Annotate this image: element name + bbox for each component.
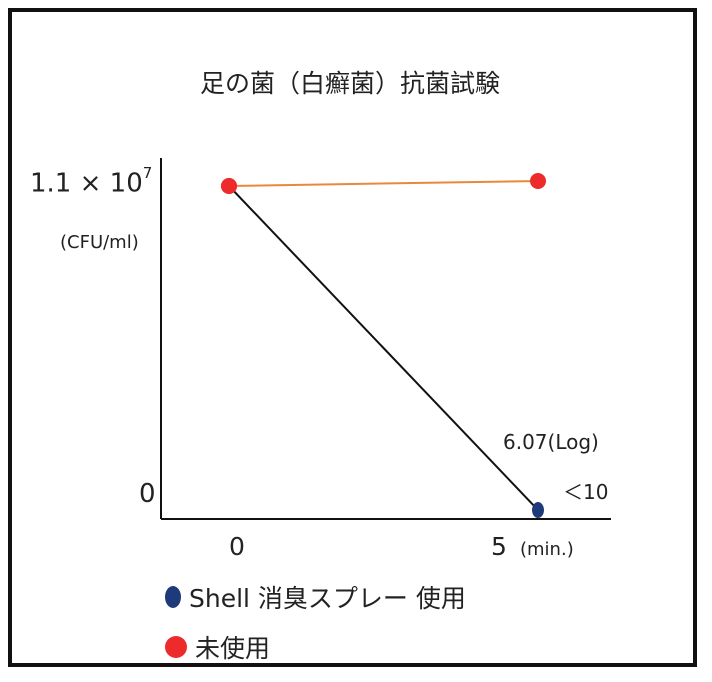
legend-marker-unused (165, 636, 187, 658)
legend-label-shell: Shell 消臭スプレー 使用 (189, 584, 466, 613)
series-line-0 (228, 185, 539, 511)
legend-label-unused: 未使用 (195, 634, 271, 663)
series-line-1 (228, 180, 539, 187)
y-tick-top-base: 1.1 × 10 (30, 168, 143, 199)
data-point-0-1 (532, 501, 544, 518)
x-unit-label: (min.) (520, 539, 574, 560)
legend: Shell 消臭スプレー 使用 未使用 (165, 576, 466, 676)
y-tick-zero: 0 (139, 479, 156, 509)
chart-frame (8, 8, 697, 667)
data-point-1-0 (221, 178, 237, 194)
annotation-below-10: ＜10 (563, 480, 608, 504)
y-unit-label: (CFU/ml) (60, 232, 139, 253)
y-tick-top-exponent: 7 (142, 164, 153, 182)
x-tick-5: 5 (491, 532, 507, 561)
y-tick-top: 1.1 × 107 (30, 164, 152, 199)
annotation-log-reduction: 6.07(Log) (503, 430, 599, 454)
legend-marker-shell (165, 586, 181, 608)
data-point-1-1 (530, 173, 546, 189)
x-tick-0: 0 (229, 532, 245, 561)
legend-item-unused: 未使用 (165, 626, 466, 668)
legend-item-shell: Shell 消臭スプレー 使用 (165, 576, 466, 618)
chart-title: 足の菌（白癬菌）抗菌試験 (200, 69, 500, 98)
